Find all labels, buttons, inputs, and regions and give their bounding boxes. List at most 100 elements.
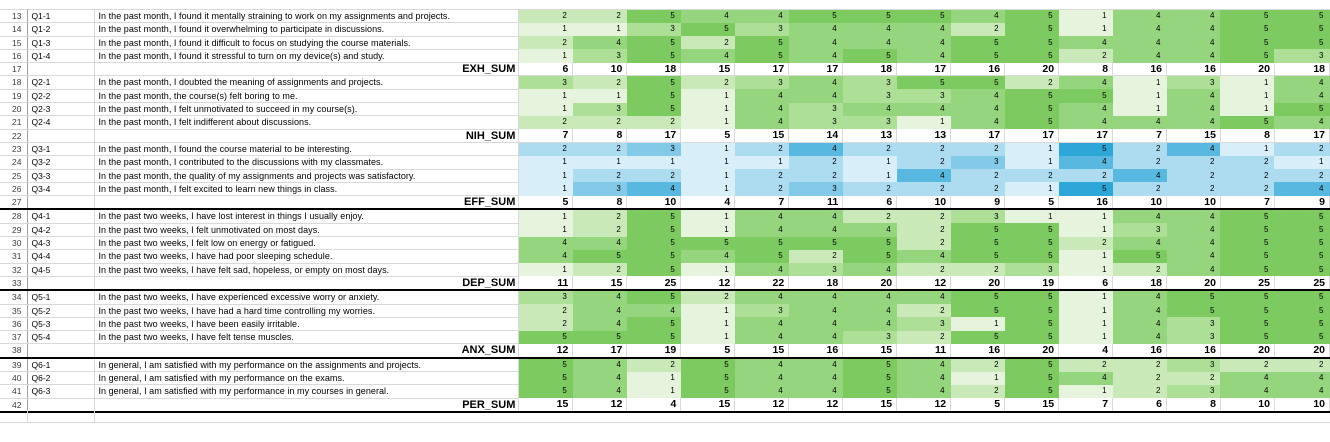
response-value-cell[interactable]: 5 [842,9,897,23]
sum-value-cell[interactable]: 15 [842,343,898,359]
response-value-cell[interactable]: 2 [896,263,951,277]
response-value-cell[interactable]: 5 [1004,36,1059,50]
row-number[interactable]: 38 [0,343,29,359]
sum-value-cell[interactable]: 5 [680,343,736,359]
sum-label-cell[interactable]: EFF_SUM [94,195,520,211]
response-value-cell[interactable]: 4 [1112,9,1167,23]
sum-label-cell[interactable]: DEP_SUM [94,276,520,292]
response-value-cell[interactable]: 2 [1112,182,1167,196]
question-text-cell[interactable]: In the past two weeks, I felt unmotivate… [94,223,520,238]
response-value-cell[interactable]: 5 [1274,223,1330,237]
response-value-cell[interactable]: 1 [680,155,735,170]
response-value-cell[interactable]: 2 [626,169,681,183]
response-value-cell[interactable]: 4 [1058,102,1113,116]
response-value-cell[interactable]: 5 [1004,89,1059,103]
sum-value-cell[interactable]: 15 [572,276,628,292]
response-value-cell[interactable]: 1 [518,169,573,183]
question-id-cell[interactable]: Q1-1 [27,9,96,24]
response-value-cell[interactable]: 5 [626,223,681,237]
sum-value-cell[interactable]: 11 [518,276,574,292]
sum-value-cell[interactable]: 12 [788,398,844,413]
sum-value-cell[interactable]: 10 [1166,195,1221,211]
question-text-cell[interactable]: In the past month, I found it overwhelmi… [94,22,520,37]
sum-value-cell[interactable]: 16 [1112,343,1167,359]
row-number[interactable]: 22 [0,129,29,143]
response-value-cell[interactable]: 4 [842,290,897,305]
response-value-cell[interactable]: 2 [1166,182,1221,196]
response-value-cell[interactable]: 4 [1220,371,1275,385]
response-value-cell[interactable]: 4 [1112,115,1167,130]
response-value-cell[interactable]: 3 [626,142,681,156]
response-value-cell[interactable]: 4 [1166,102,1221,116]
response-value-cell[interactable]: 4 [734,263,789,277]
response-value-cell[interactable]: 5 [1274,9,1330,23]
response-value-cell[interactable]: 5 [734,49,789,63]
response-value-cell[interactable]: 4 [788,89,843,103]
response-value-cell[interactable]: 5 [680,357,735,372]
response-value-cell[interactable]: 5 [1004,236,1059,250]
response-value-cell[interactable]: 2 [950,142,1005,156]
response-value-cell[interactable]: 4 [572,290,627,305]
response-value-cell[interactable]: 1 [1004,209,1059,224]
response-value-cell[interactable]: 3 [896,89,951,103]
question-text-cell[interactable]: In general, I am satisfied with my perfo… [94,384,520,399]
response-value-cell[interactable]: 5 [1058,89,1113,103]
sum-value-cell[interactable]: 6 [1058,276,1114,292]
response-value-cell[interactable]: 2 [896,155,951,170]
response-value-cell[interactable]: 2 [1274,142,1330,156]
response-value-cell[interactable]: 4 [1058,371,1113,385]
response-value-cell[interactable]: 4 [734,115,789,130]
response-value-cell[interactable]: 4 [1166,236,1221,250]
response-value-cell[interactable]: 2 [896,330,951,344]
row-number[interactable]: 33 [0,276,29,292]
row-number[interactable]: 30 [0,236,29,251]
row-number[interactable]: 21 [0,115,29,130]
response-value-cell[interactable]: 4 [788,75,843,90]
response-value-cell[interactable]: 2 [572,223,627,237]
response-value-cell[interactable]: 2 [734,142,789,156]
response-value-cell[interactable]: 2 [626,115,681,130]
response-value-cell[interactable]: 4 [1112,236,1167,250]
response-value-cell[interactable]: 3 [734,75,789,90]
sum-value-cell[interactable]: 18 [1274,62,1330,77]
response-value-cell[interactable]: 4 [734,290,789,305]
response-value-cell[interactable]: 5 [1220,290,1275,305]
response-value-cell[interactable]: 2 [1220,169,1275,183]
sum-value-cell[interactable]: 11 [788,195,844,211]
response-value-cell[interactable]: 3 [842,89,897,103]
sum-value-cell[interactable]: 8 [572,195,628,211]
sum-label-cell[interactable]: ANX_SUM [94,343,520,359]
empty-id-cell[interactable] [27,62,96,77]
response-value-cell[interactable]: 1 [680,209,735,224]
sum-label-cell[interactable]: PER_SUM [94,398,520,413]
response-value-cell[interactable]: 4 [788,36,843,50]
sum-value-cell[interactable]: 19 [626,343,682,359]
row-number[interactable]: 26 [0,182,29,197]
response-value-cell[interactable]: 4 [1166,223,1221,237]
response-value-cell[interactable]: 4 [680,49,735,63]
response-value-cell[interactable]: 1 [518,155,573,170]
question-id-cell[interactable]: Q4-1 [27,209,96,224]
response-value-cell[interactable]: 2 [1112,384,1167,399]
response-value-cell[interactable]: 4 [734,371,789,385]
response-value-cell[interactable]: 5 [1220,36,1275,50]
question-id-cell[interactable]: Q5-1 [27,290,96,305]
response-value-cell[interactable]: 4 [788,22,843,37]
response-value-cell[interactable]: 1 [842,155,897,170]
response-value-cell[interactable]: 5 [1220,330,1275,344]
response-value-cell[interactable]: 5 [626,317,681,331]
response-value-cell[interactable]: 1 [1274,155,1330,170]
response-value-cell[interactable]: 4 [1274,182,1330,196]
response-value-cell[interactable]: 4 [1274,115,1330,130]
response-value-cell[interactable]: 4 [1274,89,1330,103]
response-value-cell[interactable]: 4 [788,209,843,224]
response-value-cell[interactable]: 1 [626,371,681,385]
response-value-cell[interactable]: 1 [680,182,735,196]
response-value-cell[interactable]: 1 [680,330,735,344]
response-value-cell[interactable]: 4 [734,223,789,237]
response-value-cell[interactable]: 5 [1220,249,1275,264]
row-number[interactable]: 24 [0,155,29,170]
response-value-cell[interactable]: 5 [842,49,897,63]
response-value-cell[interactable]: 2 [842,209,897,224]
sum-value-cell[interactable]: 25 [1220,276,1275,292]
